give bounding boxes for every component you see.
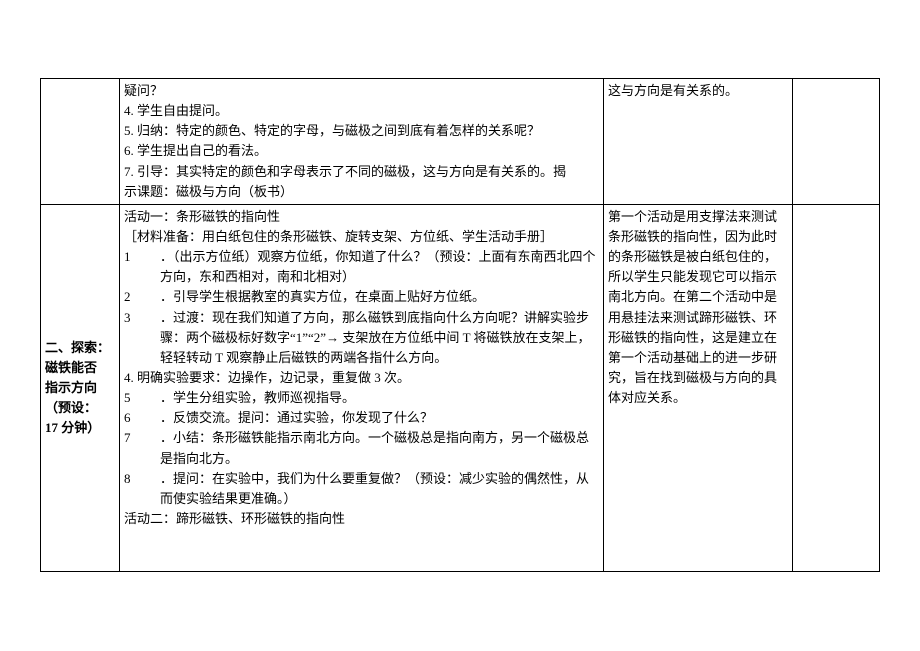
item-text: ．（出示方位纸）观察方位纸，你知道了什么？（预设：上面有东南西北四个方向，东和西… xyxy=(142,247,599,287)
numbered-item: 7 ．小结：条形磁铁能指示南北方向。一个磁极总是指向南方，另一个磁极总是指向北方… xyxy=(124,428,599,468)
material-line: ［材料准备：用白纸包住的条形磁铁、旋转支架、方位纸、学生活动手册］ xyxy=(124,227,599,247)
section-label-line: 指示方向 xyxy=(45,378,115,398)
spacer xyxy=(124,529,599,569)
content-line: 6. 学生提出自己的看法。 xyxy=(124,141,599,161)
activity-title: 活动二：蹄形磁铁、环形磁铁的指向性 xyxy=(124,509,599,529)
section-label-cell xyxy=(41,79,120,205)
empty-cell xyxy=(793,79,880,205)
content-line: 5. 归纳：特定的颜色、特定的字母，与磁极之间到底有着怎样的关系呢？ xyxy=(124,121,599,141)
content-line: 疑问？ xyxy=(124,81,599,101)
item-number: 1 xyxy=(124,247,142,287)
content-cell: 活动一：条形磁铁的指向性 ［材料准备：用白纸包住的条形磁铁、旋转支架、方位纸、学… xyxy=(120,204,604,571)
numbered-item: 6 ．反馈交流。提问：通过实验，你发现了什么？ xyxy=(124,408,599,428)
section-label-cell: 二、探索： 磁铁能否 指示方向 （预设： 17 分钟） xyxy=(41,204,120,571)
item-text: ．学生分组实验，教师巡视指导。 xyxy=(142,388,599,408)
numbered-item-plain: 4. 明确实验要求：边操作，边记录，重复做 3 次。 xyxy=(124,368,599,388)
table-row: 二、探索： 磁铁能否 指示方向 （预设： 17 分钟） 活动一：条形磁铁的指向性… xyxy=(41,204,880,571)
content-line: 示课题：磁极与方向（板书） xyxy=(124,182,599,202)
table-row: 疑问？ 4. 学生自由提问。 5. 归纳：特定的颜色、特定的字母，与磁极之间到底… xyxy=(41,79,880,205)
activity-title: 活动一：条形磁铁的指向性 xyxy=(124,207,599,227)
section-label-line: （预设： xyxy=(45,398,115,418)
item-number: 2 xyxy=(124,287,142,307)
section-label-line: 二、探索： xyxy=(45,338,115,358)
note-cell: 这与方向是有关系的。 xyxy=(604,79,793,205)
item-text: ．过渡：现在我们知道了方向，那么磁铁到底指向什么方向呢？讲解实验步骤：两个磁极标… xyxy=(142,308,599,368)
content-line: 4. 学生自由提问。 xyxy=(124,101,599,121)
item-number: 3 xyxy=(124,308,142,368)
numbered-item: 1 ．（出示方位纸）观察方位纸，你知道了什么？（预设：上面有东南西北四个方向，东… xyxy=(124,247,599,287)
numbered-item: 5 ．学生分组实验，教师巡视指导。 xyxy=(124,388,599,408)
item-text: ．提问：在实验中，我们为什么要重复做？（预设：减少实验的偶然性，从而使实验结果更… xyxy=(142,469,599,509)
numbered-item: 3 ．过渡：现在我们知道了方向，那么磁铁到底指向什么方向呢？讲解实验步骤：两个磁… xyxy=(124,308,599,368)
content-cell: 疑问？ 4. 学生自由提问。 5. 归纳：特定的颜色、特定的字母，与磁极之间到底… xyxy=(120,79,604,205)
section-label-line: 17 分钟） xyxy=(45,418,115,438)
empty-cell xyxy=(793,204,880,571)
item-number: 7 xyxy=(124,428,142,468)
section-label-line: 磁铁能否 xyxy=(45,358,115,378)
item-text: ．小结：条形磁铁能指示南北方向。一个磁极总是指向南方，另一个磁极总是指向北方。 xyxy=(142,428,599,468)
numbered-item: 8 ．提问：在实验中，我们为什么要重复做？（预设：减少实验的偶然性，从而使实验结… xyxy=(124,469,599,509)
item-number: 8 xyxy=(124,469,142,509)
content-line: 7. 引导：其实特定的颜色和字母表示了不同的磁极，这与方向是有关系的。揭 xyxy=(124,162,599,182)
item-text: ．反馈交流。提问：通过实验，你发现了什么？ xyxy=(142,408,599,428)
numbered-item: 2 ．引导学生根据教室的真实方位，在桌面上贴好方位纸。 xyxy=(124,287,599,307)
item-number: 6 xyxy=(124,408,142,428)
document-page: 疑问？ 4. 学生自由提问。 5. 归纳：特定的颜色、特定的字母，与磁极之间到底… xyxy=(0,0,920,651)
item-text: ．引导学生根据教室的真实方位，在桌面上贴好方位纸。 xyxy=(142,287,599,307)
lesson-plan-table: 疑问？ 4. 学生自由提问。 5. 归纳：特定的颜色、特定的字母，与磁极之间到底… xyxy=(40,78,880,572)
item-number: 5 xyxy=(124,388,142,408)
note-cell: 第一个活动是用支撑法来测试条形磁铁的指向性，因为此时的条形磁铁是被白纸包住的，所… xyxy=(604,204,793,571)
